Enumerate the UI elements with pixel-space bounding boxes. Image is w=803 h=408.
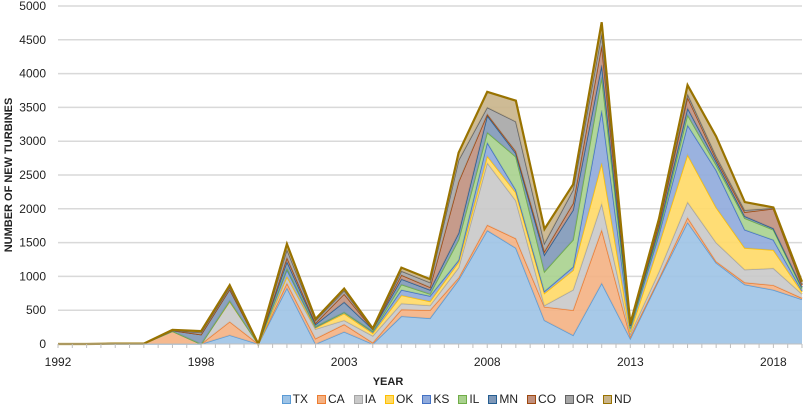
legend-swatch xyxy=(353,394,363,404)
legend: TX CA IA OK KS IL MN CO OR ND xyxy=(0,392,803,406)
x-tick-label: 1998 xyxy=(188,355,215,369)
x-axis-title: YEAR xyxy=(373,376,404,388)
legend-swatch xyxy=(316,394,326,404)
area-ks xyxy=(58,110,802,344)
legend-swatch xyxy=(422,394,432,404)
legend-swatch xyxy=(281,394,291,404)
y-axis: 0 500 1000 1500 2000 2500 3000 3500 4000 4500 5000 xyxy=(19,0,46,351)
legend-item-co: CO xyxy=(527,392,556,406)
legend-label: CO xyxy=(538,392,557,406)
line-nd xyxy=(58,22,803,348)
series-areas xyxy=(58,22,803,348)
legend-swatch xyxy=(603,394,613,404)
legend-swatch xyxy=(384,394,394,404)
x-tick-label: 2003 xyxy=(331,355,358,369)
legend-swatch xyxy=(458,394,468,404)
y-tick-label: 3500 xyxy=(19,100,46,114)
y-tick-label: 4500 xyxy=(19,33,46,47)
legend-label: TX xyxy=(292,392,308,406)
legend-item-mn: MN xyxy=(488,392,518,406)
legend-label: OR xyxy=(576,392,595,406)
legend-swatch xyxy=(527,394,537,404)
legend-label: MN xyxy=(499,392,519,406)
legend-label: ND xyxy=(614,392,632,406)
y-tick-label: 5000 xyxy=(19,0,46,13)
y-tick-label: 0 xyxy=(39,337,46,351)
legend-label: IA xyxy=(364,392,376,406)
y-tick-label: 2500 xyxy=(19,168,46,182)
x-tick-label: 1992 xyxy=(45,355,72,369)
legend-item-ks: KS xyxy=(422,392,449,406)
area-ia xyxy=(58,162,802,344)
legend-swatch xyxy=(488,394,498,404)
legend-swatch xyxy=(565,394,575,404)
legend-item-or: OR xyxy=(565,392,594,406)
legend-label: KS xyxy=(433,392,450,406)
legend-label: OK xyxy=(395,392,414,406)
legend-item-ia: IA xyxy=(353,392,376,406)
y-tick-label: 1500 xyxy=(19,236,46,250)
y-tick-label: 500 xyxy=(26,303,46,317)
y-tick-label: 4000 xyxy=(19,67,46,81)
legend-item-nd: ND xyxy=(603,392,631,406)
x-tick-label: 2008 xyxy=(474,355,501,369)
y-axis-title: NUMBER OF NEW TURBINES xyxy=(3,98,15,253)
x-axis: 1992 1998 2003 2008 2013 2018 xyxy=(45,343,803,369)
legend-label: IL xyxy=(469,392,480,406)
legend-item-ok: OK xyxy=(384,392,414,406)
legend-item-ca: CA xyxy=(316,392,345,406)
y-tick-label: 3000 xyxy=(19,134,46,148)
x-tick-label: 2013 xyxy=(617,355,644,369)
x-tick-label: 2018 xyxy=(760,355,787,369)
legend-item-tx: TX xyxy=(281,392,308,406)
y-tick-label: 1000 xyxy=(19,269,46,283)
y-tick-label: 2000 xyxy=(19,202,46,216)
legend-item-il: IL xyxy=(458,392,479,406)
legend-label: CA xyxy=(327,392,345,406)
gridlines xyxy=(58,5,802,311)
area-tx xyxy=(58,222,802,344)
